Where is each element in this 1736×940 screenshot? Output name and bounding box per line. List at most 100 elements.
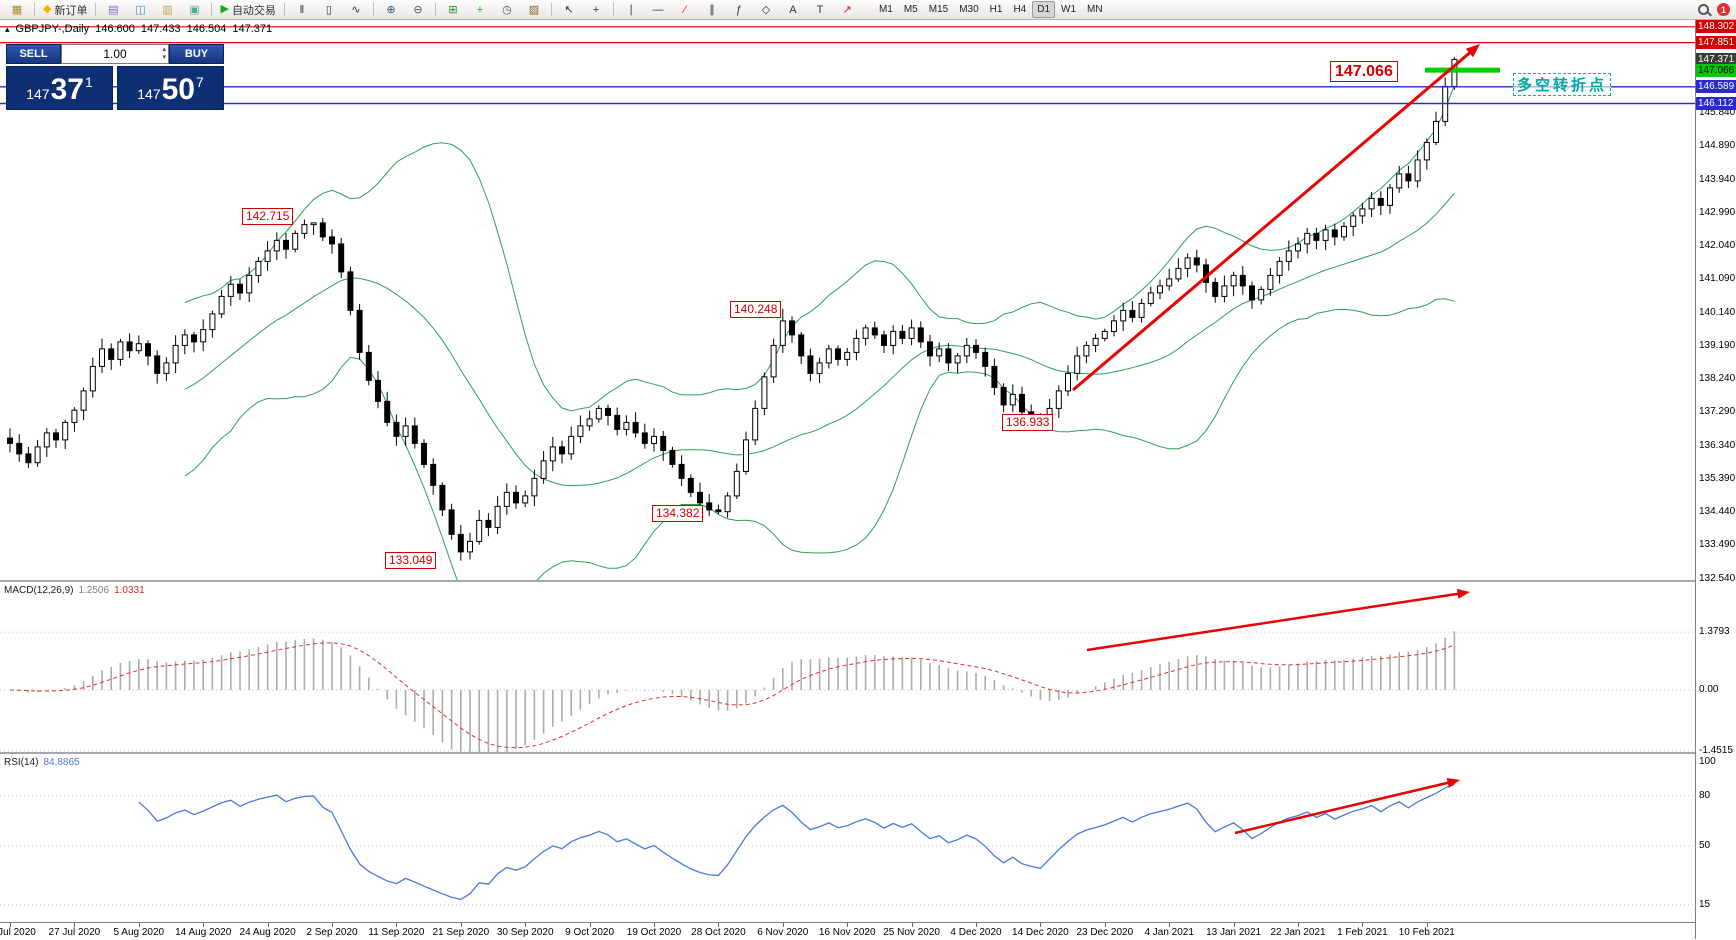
timeframe-h4[interactable]: H4 [1013,4,1027,15]
date-label: 28 Oct 2020 [691,927,746,938]
price-marker: 148.302 [1696,20,1736,34]
timeframe-mn[interactable]: MN [1087,4,1103,15]
sell-button[interactable]: SELL [6,44,61,64]
volume-down-icon[interactable]: ▾ [162,54,166,61]
price-callout[interactable]: 140.248 [730,301,782,318]
rsi-axis-label: 100 [1699,756,1716,767]
date-label: 17 Jul 2020 [0,927,36,938]
periodicity-icon[interactable]: ◷ [502,4,512,16]
new-order-icon: ◆ [43,3,52,15]
market-watch-icon[interactable]: ▤ [108,4,119,16]
price-axis-label: 138.240 [1699,373,1736,384]
terminal-icon[interactable]: ▣ [189,4,200,16]
price-callout[interactable]: 142.715 [242,208,294,225]
trendline-icon[interactable]: ∕ [684,3,686,16]
main-chart-canvas[interactable] [0,20,1695,580]
rsi-panel-separator[interactable] [0,752,1695,754]
date-label: 27 Jul 2020 [48,927,101,938]
toolbar-separator [550,3,552,16]
timeframe-d1[interactable]: D1 [1032,1,1056,18]
candlestick-chart-icon[interactable]: ▯ [325,4,332,16]
new-order-button[interactable]: ◆ 新订单 [39,1,91,19]
notification-badge[interactable]: 1 [1717,3,1730,16]
macd-signal-value: 1.0331 [114,585,145,596]
search-icon[interactable] [1697,3,1712,17]
date-label: 23 Dec 2020 [1076,927,1134,938]
date-axis[interactable]: 17 Jul 2020 27 Jul 2020 5 Aug 2020 14 Aug 2… [0,922,1695,940]
quote-open: 146.600 [95,23,135,35]
price-axis-label: 139.190 [1699,339,1736,351]
arrow-tool-icon[interactable]: ↗ [842,4,852,16]
toolbar-right: 1 [1697,3,1732,17]
sell-price-big-figure: 147 [26,86,50,102]
macd-label: MACD(12,26,9) 1.2506 1.0331 [4,585,145,596]
quote-high: 147.433 [140,23,181,35]
price-axis-label: 144.890 [1699,140,1736,152]
timeframe-m5[interactable]: M5 [903,4,918,15]
bar-chart-icon[interactable]: ‖ [299,3,305,16]
date-tick [1040,923,1042,927]
price-marker: 147.371 [1696,52,1736,66]
date-tick [1362,923,1364,927]
macd-title: MACD(12,26,9) [4,585,74,596]
buy-price[interactable]: 147 50 7 [117,66,224,110]
cn-annotation[interactable]: 多空转折点 [1513,73,1612,96]
indicators-icon[interactable]: + [476,3,484,16]
rsi-title: RSI(14) [4,757,39,768]
tile-windows-icon[interactable]: ⊞ [448,4,458,16]
quote-bar: ▴ GBPJPY-,Daily 146.600 147.433 146.504 … [5,23,272,35]
autotrading-button[interactable]: ▶ 自动交易 [216,1,279,19]
toolbar: ▦ ◆ 新订单 ▤ ◫ ▥ ▣ ▶ 自动交易 ‖ ▯ ∿ ⊕ ⊖ ⊞ + ◷ ▨ ↖ + ∣ ― ∕ ∥ ƒ ◇ A T ↗ M1 M5 M… [0,0,1736,20]
timeframe-w1[interactable]: W1 [1061,4,1077,15]
label-icon[interactable]: T [816,3,824,16]
timeframe-m15[interactable]: M15 [928,4,949,15]
date-tick [525,923,527,927]
volume-input[interactable]: 1.00 ▴ ▾ [61,44,169,64]
crosshair-icon[interactable]: + [592,3,600,16]
timeframe-m1[interactable]: M1 [878,4,893,15]
buy-button[interactable]: BUY [169,44,224,64]
macd-panel-separator[interactable] [0,580,1695,582]
macd-panel-canvas[interactable] [0,582,1695,752]
macd-axis-label: 1.3793 [1699,626,1730,638]
symbol-label: GBPJPY-,Daily [15,23,90,35]
date-label: 24 Aug 2020 [239,927,296,938]
vertical-line-icon[interactable]: ∣ [628,4,634,16]
price-callout[interactable]: 134.382 [652,505,704,522]
quote-low: 146.504 [186,23,227,35]
shapes-icon[interactable]: ◇ [761,4,771,16]
text-icon[interactable]: A [789,3,797,16]
price-axis[interactable]: 145.840 144.890 143.940 142.990 142.040 141.0… [1695,20,1736,939]
collapse-icon[interactable]: ▴ [5,23,10,34]
zoom-out-icon[interactable]: ⊖ [413,4,423,16]
timeframe-m30[interactable]: M30 [959,4,979,15]
price-callout[interactable]: 136.933 [1002,414,1054,431]
date-label: 6 Nov 2020 [757,927,809,938]
timeframe-h1[interactable]: H1 [989,4,1003,15]
channel-icon[interactable]: ∥ [709,4,715,16]
data-window-icon[interactable]: ◫ [135,4,146,16]
macd-axis-label: 0.00 [1699,684,1719,695]
navigator-icon[interactable]: ▥ [162,4,173,16]
quote-close: 147.371 [232,23,273,35]
new-order-button-label: 新订单 [54,4,88,17]
sell-price[interactable]: 147 37 1 [6,66,113,110]
zoom-in-icon[interactable]: ⊕ [386,4,396,16]
price-callout[interactable]: 133.049 [385,552,437,569]
toolbar-separator [95,3,97,16]
horizontal-line-icon[interactable]: ― [652,3,664,16]
date-tick [718,923,720,927]
cursor-icon[interactable]: ↖ [564,4,574,16]
line-chart-icon[interactable]: ∿ [351,4,361,16]
fibonacci-icon[interactable]: ƒ [735,3,742,16]
volume-up-icon[interactable]: ▴ [162,46,166,53]
rsi-panel-canvas[interactable] [0,754,1695,922]
rsi-label: RSI(14) 84.8865 [4,757,80,768]
date-label: 25 Nov 2020 [883,927,940,938]
new-chart-icon[interactable]: ▦ [11,4,23,16]
price-axis-label: 141.090 [1699,273,1736,285]
template-icon[interactable]: ▨ [528,4,540,16]
price-axis-label: 143.940 [1699,173,1736,185]
resistance-price-label[interactable]: 147.066 [1330,61,1398,82]
